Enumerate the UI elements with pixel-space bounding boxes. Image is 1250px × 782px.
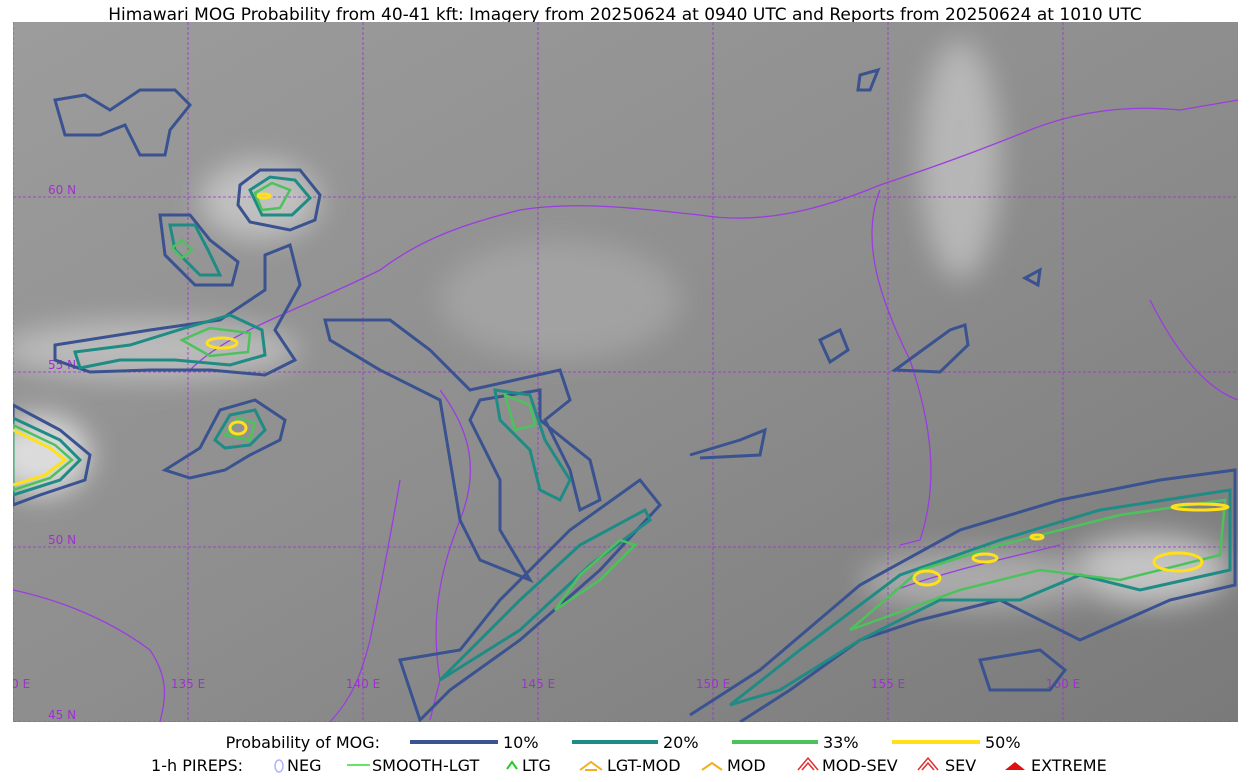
lon-label: 150 E <box>696 677 730 691</box>
lon-label: 160 E <box>1046 677 1080 691</box>
lon-label: 130 E <box>0 677 30 691</box>
legend-label: LTG <box>522 756 551 775</box>
title: Himawari MOG Probability from 40-41 kft:… <box>108 5 1142 25</box>
legend-label: NEG <box>287 756 321 775</box>
legend-title: 1-h PIREPS: <box>151 756 243 775</box>
lat-label: 45 N <box>48 708 76 722</box>
legend-label: 10% <box>503 733 539 752</box>
legend-label: 20% <box>663 733 699 752</box>
legend-label: 50% <box>985 733 1021 752</box>
legend-label: MOD-SEV <box>822 756 898 775</box>
legend-title: Probability of MOG: <box>226 733 380 752</box>
lon-label: 135 E <box>171 677 205 691</box>
legend-label: 33% <box>823 733 859 752</box>
legend-label: MOD <box>727 756 766 775</box>
lon-label: 140 E <box>346 677 380 691</box>
legend-label: LGT-MOD <box>607 756 681 775</box>
legend-label: EXTREME <box>1031 756 1107 775</box>
lon-label: 155 E <box>871 677 905 691</box>
legend-label: SEV <box>945 756 976 775</box>
legend: Probability of MOG: 10% 20% 33% 50% 1-h … <box>151 733 1107 775</box>
lat-label: 60 N <box>48 183 76 197</box>
legend-label: SMOOTH-LGT <box>372 756 479 775</box>
lon-label: 145 E <box>521 677 555 691</box>
lat-label: 50 N <box>48 533 76 547</box>
